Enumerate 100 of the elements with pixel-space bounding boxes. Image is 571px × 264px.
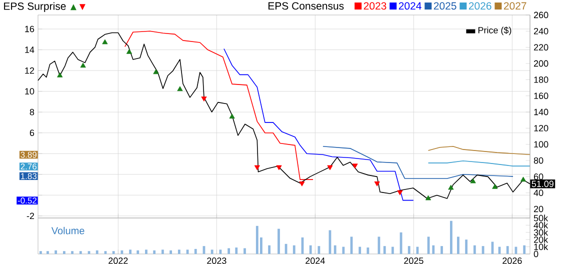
point: [276, 165, 282, 170]
point: [229, 114, 235, 119]
bar: [366, 248, 370, 254]
bar: [145, 250, 148, 254]
point: [352, 164, 358, 169]
point: [153, 69, 159, 74]
bar: [440, 246, 443, 254]
bar: [71, 251, 74, 254]
x-tick-label: 2022: [108, 258, 128, 264]
y-tick-label: -2: [26, 212, 34, 220]
line-series: [224, 48, 414, 201]
chart-title: EPS Surprise: [4, 2, 66, 12]
y2-tick-label: 180: [534, 76, 548, 83]
legend-label: 2026: [468, 2, 492, 10]
annotation: 2.76: [20, 163, 37, 170]
point: [448, 184, 454, 190]
bar: [268, 245, 270, 254]
point: [299, 181, 305, 186]
point: [520, 176, 526, 182]
y2-tick-label: 80: [534, 157, 544, 164]
bar: [194, 248, 197, 254]
y-tick-label: 12: [25, 67, 34, 74]
y-tick-label: 8: [30, 108, 34, 116]
annotation: 1.83: [21, 173, 37, 180]
legend-title: EPS Consensus: [268, 2, 344, 10]
y-tick-label: 10: [25, 88, 34, 94]
y-tick-label: 30k: [534, 229, 548, 236]
y-tick-label: 40k: [534, 222, 548, 228]
y2-tick-label: 200: [534, 60, 548, 67]
legend-label: 2023: [364, 2, 386, 10]
point: [254, 165, 260, 170]
y2-tick-label: 240: [534, 28, 548, 34]
bar: [112, 251, 115, 254]
bar: [450, 220, 452, 254]
y2-tick-label: 140: [534, 108, 548, 116]
bar: [309, 245, 312, 254]
bar: [391, 246, 394, 254]
legend-label: 2025: [434, 2, 456, 10]
bar: [62, 251, 66, 254]
y2-tick-label: 20: [534, 206, 544, 212]
point: [374, 181, 380, 186]
y2-tick-label: 40: [534, 190, 544, 196]
line-series: [428, 146, 530, 156]
bar: [79, 251, 82, 254]
data-label: 51.09: [532, 180, 554, 188]
bar: [54, 250, 58, 254]
bar: [129, 250, 132, 254]
bar: [244, 248, 246, 254]
x-tick-label: 2024: [306, 258, 325, 264]
y2-tick-label: 220: [534, 44, 548, 51]
bar: [256, 226, 258, 254]
y-tick-label: 6: [30, 130, 34, 136]
x-tick-label: 2026: [502, 258, 522, 264]
point: [126, 48, 132, 54]
bar: [432, 245, 435, 254]
bar: [278, 228, 280, 254]
bar: [96, 250, 98, 254]
bar: [292, 245, 296, 254]
y2-tick-label: 160: [534, 92, 548, 100]
point: [470, 178, 476, 184]
y2-tick-label: 120: [534, 124, 548, 132]
bar: [210, 250, 214, 254]
bar: [136, 250, 140, 254]
bar: [40, 251, 42, 254]
bar: [506, 246, 509, 254]
bar: [235, 248, 238, 254]
annotation: -0.52: [18, 198, 36, 204]
point: [80, 62, 86, 68]
annotation: 3.89: [20, 152, 37, 158]
bar: [358, 246, 362, 254]
y2-tick-label: 100: [534, 141, 548, 148]
y-tick-label: 16: [25, 26, 34, 32]
point: [425, 195, 432, 200]
legend-label: 2024: [398, 2, 422, 10]
point: [177, 86, 183, 92]
legend-label: 2027: [504, 2, 526, 10]
bar: [178, 250, 180, 254]
point: [492, 184, 498, 189]
y2-tick-label: 60: [534, 173, 544, 180]
y-tick-label: 0: [534, 250, 538, 258]
point: [57, 72, 63, 78]
bar: [465, 240, 468, 254]
x-tick-label: 2025: [404, 258, 424, 264]
bar: [153, 250, 156, 254]
bar: [473, 245, 476, 254]
y2-tick-label: 260: [534, 12, 548, 18]
point: [201, 96, 207, 102]
point: [102, 39, 108, 44]
point: [397, 190, 403, 196]
legend-label: Price ($): [478, 26, 512, 36]
y-tick-label: 14: [25, 46, 34, 53]
bar: [120, 250, 124, 254]
bar: [161, 250, 164, 254]
bar: [523, 245, 526, 254]
point: [327, 165, 333, 170]
bar: [342, 246, 345, 254]
bar: [46, 251, 49, 254]
x-tick-label: 2023: [207, 258, 226, 264]
text: Volume: [51, 226, 84, 234]
bar: [318, 246, 320, 254]
